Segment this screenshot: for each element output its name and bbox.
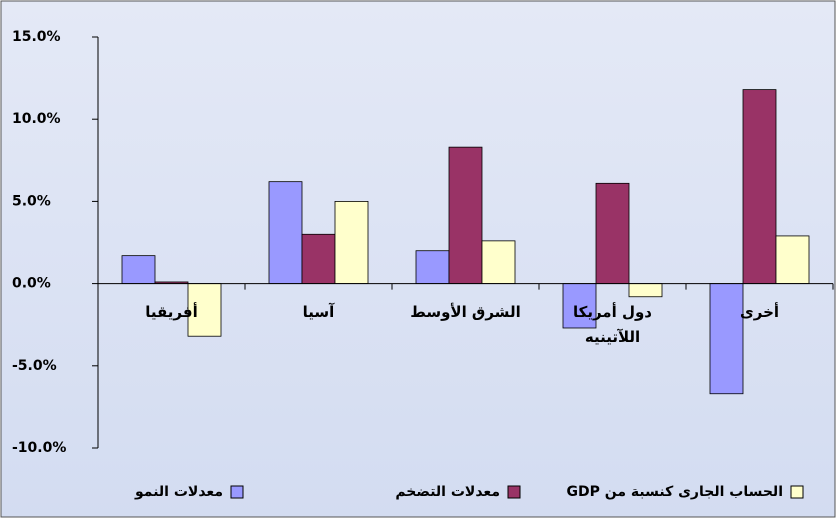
bar (187, 283, 222, 337)
bar (121, 255, 156, 284)
x-tick-label: الشرق الأوسط (410, 302, 521, 321)
legend-swatch (507, 485, 521, 499)
x-tick-label: أفريقيا (145, 302, 198, 321)
legend-label: معدلات التضخم (395, 484, 500, 500)
bar (301, 233, 336, 284)
bar (448, 146, 483, 284)
x-tick-label: أخرى (739, 302, 780, 321)
y-tick-label: 0.0% (12, 276, 51, 292)
bar (268, 181, 303, 284)
bar (415, 250, 450, 285)
legend-swatch (230, 485, 244, 499)
legend-label: الحساب الجارى كنسبة من GDP (566, 484, 783, 500)
x-tick-label: آسيا (302, 302, 335, 321)
bar (334, 200, 369, 284)
x-tick-label: دول أمريكا اللآتينيه (572, 302, 652, 346)
bar (481, 240, 516, 285)
bar (628, 283, 663, 298)
y-tick-label: 10.0% (12, 111, 61, 127)
y-tick-label: 15.0% (12, 29, 61, 45)
bar (562, 283, 597, 329)
bar (709, 283, 744, 395)
y-tick-label: -10.0% (12, 440, 66, 456)
legend-swatch (790, 485, 804, 499)
bar (742, 89, 777, 285)
y-tick-label: -5.0% (12, 358, 57, 374)
y-tick-label: 5.0% (12, 193, 51, 209)
legend-label: معدلات النمو (135, 484, 223, 500)
bar (775, 235, 810, 284)
bar (595, 182, 630, 284)
